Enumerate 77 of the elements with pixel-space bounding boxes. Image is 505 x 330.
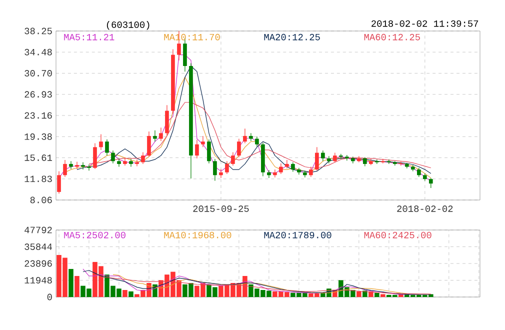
bar	[362, 290, 368, 298]
candlestick	[153, 130, 157, 142]
candlestick	[255, 136, 259, 147]
candlestick	[327, 156, 331, 164]
text: MA60:12.25	[364, 34, 420, 40]
x-tick-label: 2018-02-02	[397, 206, 453, 212]
candlestick	[428, 178, 433, 188]
candlestick	[249, 132, 253, 142]
candlestick	[81, 162, 85, 170]
candlestick	[243, 128, 247, 144]
candlestick	[267, 170, 271, 178]
y-tick-label: 23.16	[24, 112, 52, 119]
line-series	[76, 66, 432, 174]
candlestick	[213, 158, 217, 182]
candlestick	[273, 169, 277, 178]
y-tick-label: 11948	[24, 277, 52, 284]
candlestick	[129, 158, 133, 168]
candlestick	[111, 150, 115, 164]
y-tick-label: 47792	[24, 226, 52, 234]
bar	[128, 291, 134, 298]
candlestick	[141, 152, 145, 164]
text: MA10:1968.00	[164, 232, 232, 238]
y-tick-label: 8.06	[30, 196, 52, 204]
candlestick	[195, 140, 199, 159]
y-tick-label: 26.93	[24, 91, 52, 98]
candlestick	[309, 166, 313, 178]
y-tick-label: 15.61	[24, 154, 52, 161]
text: 2018-02-02 11:39:57	[372, 20, 478, 27]
y-tick-label: 0	[47, 294, 52, 300]
candlestick	[201, 136, 205, 148]
candlestick	[285, 160, 289, 169]
y-tick-label: 11.83	[24, 176, 52, 182]
bar	[68, 268, 74, 298]
bar	[374, 292, 380, 298]
y-tick-label: 30.70	[24, 70, 52, 76]
y-tick-label: 38.25	[24, 28, 52, 34]
candlestick	[93, 142, 97, 170]
candlestick	[87, 164, 91, 171]
bar	[74, 276, 80, 298]
candlestick	[165, 104, 169, 136]
candlestick	[237, 138, 241, 158]
candlestick	[279, 163, 283, 174]
y-tick-label: 35844	[24, 244, 52, 250]
y-tick-label: 23896	[24, 260, 52, 267]
text: MA5:11.21	[64, 34, 114, 40]
candlestick	[63, 160, 67, 178]
candlestick	[225, 160, 229, 174]
candlestick	[321, 150, 325, 162]
bar	[356, 291, 362, 298]
candlestick	[69, 160, 73, 170]
candlestick	[159, 127, 163, 142]
candlestick	[303, 170, 307, 178]
candlestick	[291, 162, 295, 172]
candlestick	[207, 139, 211, 164]
candlestick	[117, 158, 121, 168]
candlestick	[105, 139, 109, 156]
text: MA20:1789.00	[264, 232, 332, 238]
candlestick	[333, 152, 337, 163]
bar	[380, 294, 386, 298]
candlestick	[75, 161, 79, 170]
text: MA20:12.25	[264, 34, 320, 40]
candlestick	[339, 154, 343, 160]
y-tick-label: 19.38	[24, 133, 52, 140]
candlestick	[123, 157, 127, 166]
candlestick	[147, 131, 151, 157]
chart-title: (603100)	[106, 20, 150, 30]
y-tick-label: 34.48	[24, 48, 52, 56]
x-tick-label: 2015-09-25	[193, 206, 249, 212]
text: MA5:2502.00	[64, 232, 126, 238]
candlestick	[315, 146, 319, 171]
text: MA60:2425.00	[364, 232, 432, 238]
candlestick	[99, 134, 103, 150]
candlestick	[219, 168, 223, 178]
candlestick	[231, 152, 235, 166]
bar	[122, 290, 128, 298]
candlestick	[135, 159, 139, 166]
candlestick	[57, 170, 61, 194]
